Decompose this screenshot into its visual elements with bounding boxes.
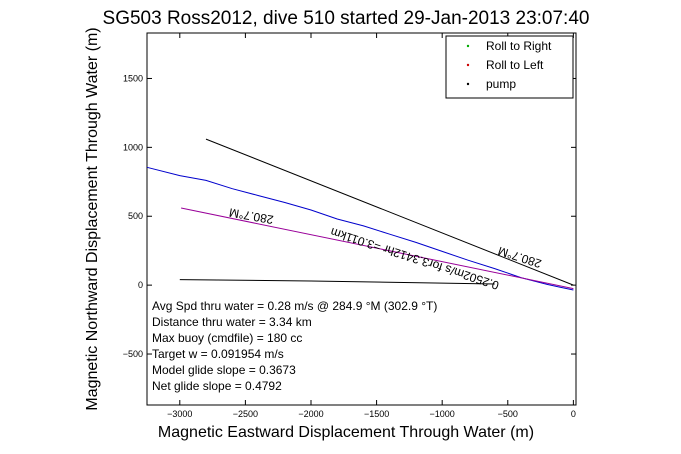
stats-line: Avg Spd thru water = 0.28 m/s @ 284.9 °M… [152, 299, 437, 313]
x-tick-label: −1500 [364, 409, 389, 419]
legend-marker [466, 44, 470, 48]
legend-label: Roll to Right [486, 39, 552, 53]
legend: Roll to Right Roll to Left pump [445, 35, 574, 99]
legend-label: pump [486, 77, 516, 91]
stats-line: Net glide slope = 0.4792 [152, 379, 282, 393]
x-tick-label: −1000 [430, 409, 455, 419]
series-layer [146, 138, 574, 291]
series-line-2 [180, 207, 574, 290]
series-line-4 [179, 279, 495, 285]
stats-box: Avg Spd thru water = 0.28 m/s @ 284.9 °M… [152, 299, 437, 393]
y-axis-label: Magnetic Northward Displacement Through … [84, 27, 101, 410]
series-line-3 [205, 138, 574, 286]
x-tick-label: −500 [498, 409, 518, 419]
y-tick-label: 0 [138, 280, 143, 290]
stats-line: Target w = 0.091954 m/s [152, 347, 284, 361]
x-tick-label: −2500 [233, 409, 258, 419]
legend-marker [466, 82, 470, 86]
stats-line: Distance thru water = 3.34 km [152, 315, 312, 329]
legend-label: Roll to Left [486, 58, 544, 72]
x-tick-label: 0 [571, 409, 576, 419]
y-tick-label: 1000 [123, 142, 143, 152]
stats-line: Model glide slope = 0.3673 [152, 363, 296, 377]
legend-marker [466, 63, 470, 67]
x-tick-label: −2000 [298, 409, 323, 419]
y-tick-label: 500 [128, 211, 143, 221]
y-tick-label: 1500 [123, 73, 143, 83]
axis-ticks: −3000 −2500 −2000 −1500 −1000 −500 0 −500 0 500 10… [123, 33, 576, 419]
x-axis-label: Magnetic Eastward Displacement Through W… [158, 424, 534, 441]
y-tick-label: −500 [123, 349, 143, 359]
chart-title: SG503 Ross2012, dive 510 started 29-Jan-… [103, 8, 590, 29]
x-tick-label: −3000 [167, 409, 192, 419]
stats-line: Max buoy (cmdfile) = 180 cc [152, 331, 302, 345]
